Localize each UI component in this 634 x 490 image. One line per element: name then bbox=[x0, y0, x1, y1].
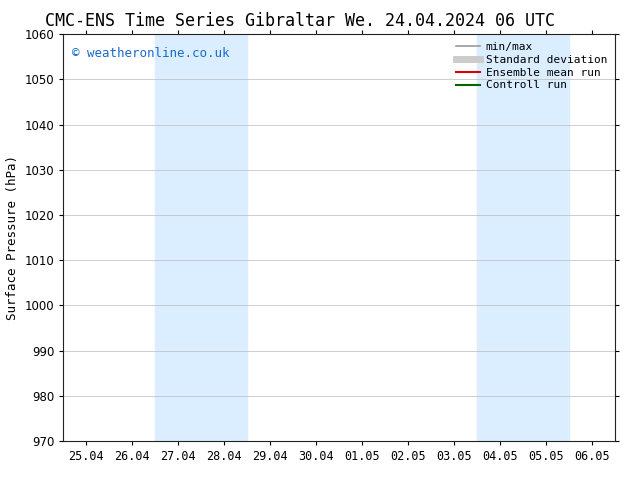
Text: CMC-ENS Time Series Gibraltar: CMC-ENS Time Series Gibraltar bbox=[45, 12, 335, 30]
Text: © weatheronline.co.uk: © weatheronline.co.uk bbox=[72, 47, 229, 59]
Bar bbox=[477, 34, 569, 441]
Legend: min/max, Standard deviation, Ensemble mean run, Controll run: min/max, Standard deviation, Ensemble me… bbox=[451, 38, 612, 95]
Y-axis label: Surface Pressure (hPa): Surface Pressure (hPa) bbox=[6, 155, 19, 320]
Text: We. 24.04.2024 06 UTC: We. 24.04.2024 06 UTC bbox=[345, 12, 555, 30]
Bar bbox=[155, 34, 247, 441]
